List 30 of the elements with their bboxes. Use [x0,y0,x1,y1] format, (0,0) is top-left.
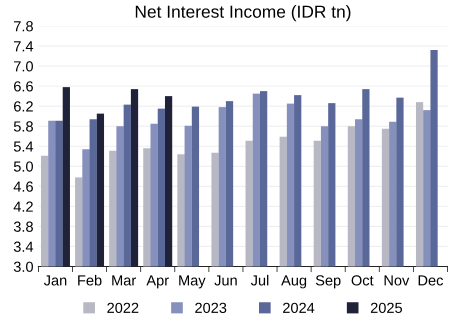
y-tick-label: 5.0 [14,161,33,172]
x-tick-label: May [179,275,206,288]
x-tick-label: Apr [146,275,169,288]
legend-label: 2023 [195,302,226,314]
y-tick-label: 6.6 [14,81,33,92]
chart-title: Net Interest Income (IDR tn) [136,5,350,22]
y-tick-label: 6.2 [14,101,33,112]
x-tick-label: Oct [352,275,374,286]
y-tick-label: 4.6 [14,181,33,192]
y-tick-label: 5.4 [14,142,34,152]
y-tick-label: 7.8 [14,21,33,32]
x-tick-label: Sep [316,275,341,288]
legend-label: 2024 [283,302,314,314]
y-tick-label: 3.4 [14,242,34,252]
y-tick-label: 3.0 [14,262,33,272]
x-tick-label: Dec [418,275,444,286]
x-tick-label: Jun [214,275,237,286]
y-tick-label: 4.2 [14,201,33,212]
y-tick-label: 7.0 [14,61,33,72]
x-tick-label: Feb [78,274,102,286]
legend-label: 2022 [107,302,138,314]
legend-label: 2025 [370,302,402,314]
x-tick-label: Nov [384,275,410,286]
x-tick-label: Jul [250,274,268,286]
x-tick-label: Mar [112,275,136,286]
y-tick-label: 7.4 [14,41,34,52]
x-tick-label: Aug [281,275,306,288]
y-tick-label: 3.8 [14,222,33,232]
y-tick-label: 5.8 [14,121,33,132]
x-tick-label: Jan [44,275,66,286]
